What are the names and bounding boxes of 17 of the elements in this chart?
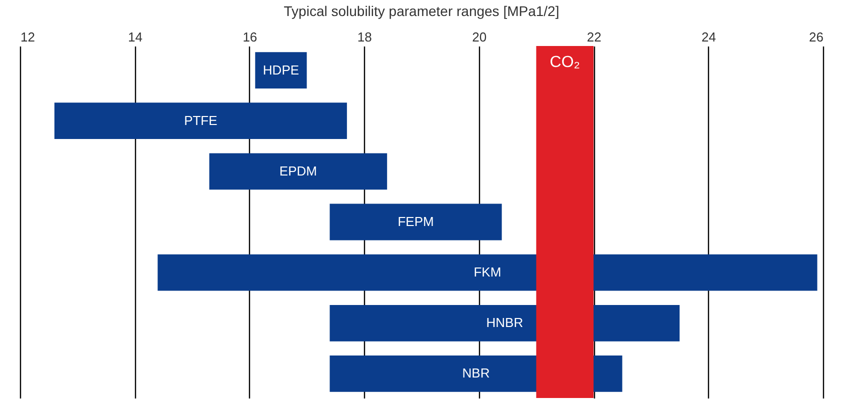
y-tick-label: PTFE (184, 112, 218, 128)
y-tick-label: HDPE (262, 62, 300, 78)
y-tick-label: EPDM (279, 163, 317, 178)
x-tick-label: 14 (128, 30, 142, 44)
y-tick-label: NBR (462, 366, 490, 381)
x-tick-label: 20 (472, 30, 487, 44)
x-tick-label: 16 (242, 30, 258, 44)
y-tick-label: FKM (474, 264, 502, 280)
band-label: CO₂ (550, 54, 580, 71)
x-tick-label: 22 (586, 30, 602, 44)
y-tick-label: HNBR (486, 315, 524, 330)
y-tick-label: FEPM (398, 214, 434, 229)
chart-title: Typical solubility parameter ranges [MPa1/2] (284, 3, 560, 19)
x-tick-label: 24 (702, 30, 716, 44)
x-tick-label: 12 (20, 30, 35, 44)
x-tick-label: 18 (357, 30, 372, 44)
x-tick-label: 26 (809, 30, 824, 44)
